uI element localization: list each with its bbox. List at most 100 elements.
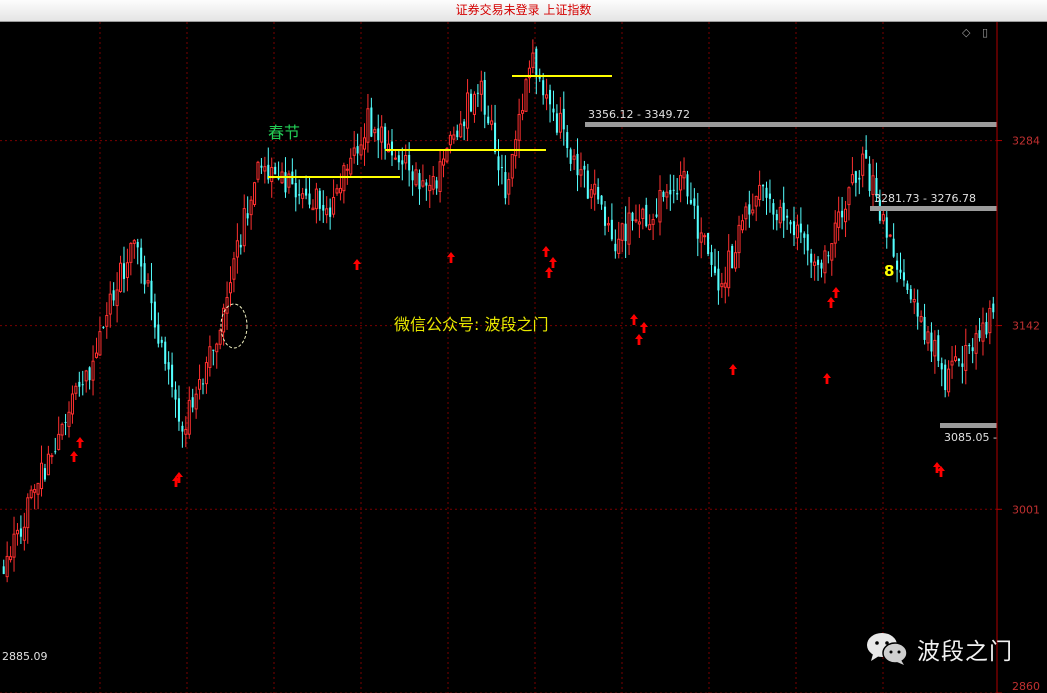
candle-body-142: [490, 120, 494, 125]
candle-body-51: [177, 398, 180, 422]
candle-body-59: [204, 362, 208, 385]
candle-body-26: [91, 360, 95, 381]
candle-body-233: [803, 233, 806, 238]
candle-body-110: [380, 126, 384, 143]
price-tick-label-0: 3284: [1012, 135, 1040, 148]
candle-body-153: [527, 67, 531, 79]
candle-body-166: [572, 155, 576, 160]
buy-arrow-3: [175, 472, 183, 483]
buy-arrow-4: [353, 259, 361, 270]
candle-body-224: [772, 203, 775, 215]
candle-body-135: [466, 92, 470, 129]
candle-body-240: [827, 255, 830, 257]
candle-body-167: [576, 153, 579, 176]
candle-body-132: [456, 130, 459, 138]
candle-body-244: [841, 210, 844, 218]
candle-body-119: [411, 171, 414, 181]
candle-body-33: [115, 289, 119, 307]
candle-body-272: [937, 335, 940, 361]
candle-body-217: [748, 204, 751, 215]
candle-body-150: [517, 114, 521, 141]
candle-body-63: [218, 329, 222, 345]
candle-body-87: [301, 193, 305, 199]
wechat-icon: [867, 633, 908, 665]
candle-body-25: [88, 367, 91, 381]
range-label-2: 3281.73 - 3276.78: [874, 192, 976, 205]
candle-body-185: [637, 221, 641, 225]
candle-body-16: [57, 433, 61, 450]
candle-body-216: [744, 206, 748, 220]
candle-body-52: [181, 425, 184, 432]
buy-arrow-7: [545, 267, 553, 278]
candle-body-75: [260, 165, 263, 168]
candle-body-288: [992, 303, 995, 313]
candle-body-189: [651, 219, 655, 225]
kline-chart[interactable]: 3356.12 - 3349.72 3281.73 - 3276.78 3085…: [0, 22, 1047, 693]
candle-body-22: [78, 381, 81, 387]
candle-body-120: [414, 169, 418, 186]
window-title: 证券交易未登录 上证指数: [455, 3, 592, 17]
candle-body-141: [487, 116, 490, 124]
window-titlebar: 证券交易未登录 上证指数: [0, 0, 1047, 22]
candle-body-130: [448, 134, 452, 146]
candle-body-58: [201, 383, 205, 385]
candle-body-136: [469, 93, 473, 112]
candle-body-134: [463, 121, 466, 127]
buy-arrow-13: [823, 373, 831, 384]
candle-body-93: [322, 204, 325, 211]
candle-body-14: [50, 455, 54, 458]
candle-body-53: [184, 428, 188, 435]
candle-body-278: [957, 358, 960, 361]
candle-body-47: [164, 341, 167, 364]
candle-body-35: [122, 263, 126, 279]
candle-body-227: [782, 202, 785, 221]
candle-body-205: [707, 233, 710, 255]
candle-body-112: [387, 143, 391, 153]
candle-body-154: [531, 52, 535, 68]
candle-body-82: [284, 172, 287, 193]
buy-arrow-9: [630, 314, 638, 325]
candle-body-0: [2, 566, 5, 574]
candle-body-139: [479, 80, 483, 95]
candle-body-275: [947, 368, 951, 393]
candle-body-202: [696, 205, 699, 239]
candle-body-61: [212, 349, 215, 351]
candle-body-191: [658, 189, 662, 223]
candle-body-241: [830, 243, 834, 261]
candle-body-29: [102, 326, 105, 328]
candle-body-161: [555, 113, 558, 133]
candle-body-172: [593, 183, 597, 195]
candle-body-251: [865, 149, 868, 159]
candle-body-169: [583, 165, 586, 170]
candle-body-262: [902, 272, 905, 281]
price-tick-label-2: 3001: [1012, 503, 1040, 516]
candle-body-121: [418, 173, 421, 190]
candle-body-44: [153, 301, 156, 328]
candle-body-12: [43, 468, 46, 480]
price-axis: 3284 3142 3001 2860: [996, 22, 1040, 693]
candle-body-105: [362, 137, 367, 150]
candle-body-148: [510, 153, 514, 179]
window-toggle-icon[interactable]: ▯: [982, 26, 989, 39]
candle-body-11: [39, 462, 44, 490]
buy-arrow-12: [729, 364, 737, 375]
candle-body-101: [349, 157, 353, 175]
buy-arrows: [70, 246, 945, 487]
candle-body-31: [108, 293, 112, 315]
candle-body-4: [15, 529, 19, 535]
candle-body-249: [858, 177, 861, 180]
candle-body-164: [566, 132, 569, 149]
candle-body-225: [775, 214, 778, 221]
candle-body-182: [627, 212, 631, 245]
candle-body-266: [916, 302, 919, 317]
candle-body-195: [672, 189, 675, 191]
low-label: 2885.09: [2, 650, 48, 663]
diamond-icon[interactable]: ◇: [962, 26, 971, 39]
candle-body-18: [64, 421, 67, 423]
candle-body-62: [215, 343, 219, 353]
festival-label: 春节: [268, 123, 300, 142]
candle-body-159: [549, 89, 552, 105]
candle-body-168: [579, 169, 583, 176]
candle-body-152: [524, 79, 528, 112]
candle-body-90: [311, 207, 315, 211]
